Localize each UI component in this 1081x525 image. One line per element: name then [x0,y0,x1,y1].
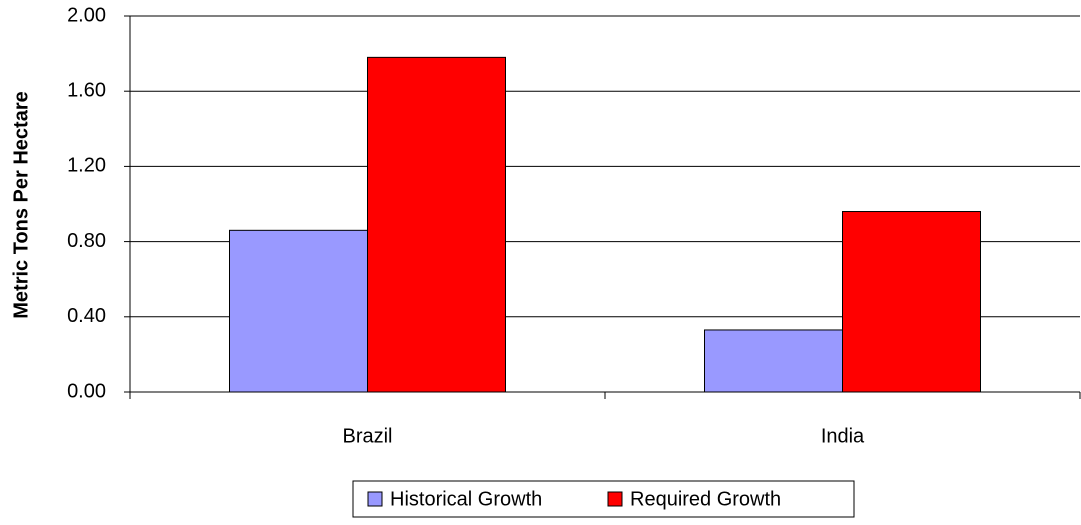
y-tick-label: 0.80 [67,230,106,252]
y-axis-label: Metric Tons Per Hectare [10,91,32,319]
legend-swatch [367,491,383,507]
y-tick-label: 1.60 [67,79,106,101]
legend-swatch [607,491,623,507]
x-tick-label: Brazil [342,425,392,447]
x-tick-label: India [821,425,865,447]
y-tick-label: 2.00 [67,4,106,26]
y-tick-label: 1.20 [67,155,106,177]
legend-label: Historical Growth [390,488,542,510]
bar [842,211,981,393]
legend-box [352,480,855,518]
y-tick-label: 0.00 [67,380,106,402]
legend-label: Required Growth [630,488,781,510]
bar [229,229,368,393]
bar [704,329,843,393]
y-tick-label: 0.40 [67,305,106,327]
bar [367,56,506,393]
